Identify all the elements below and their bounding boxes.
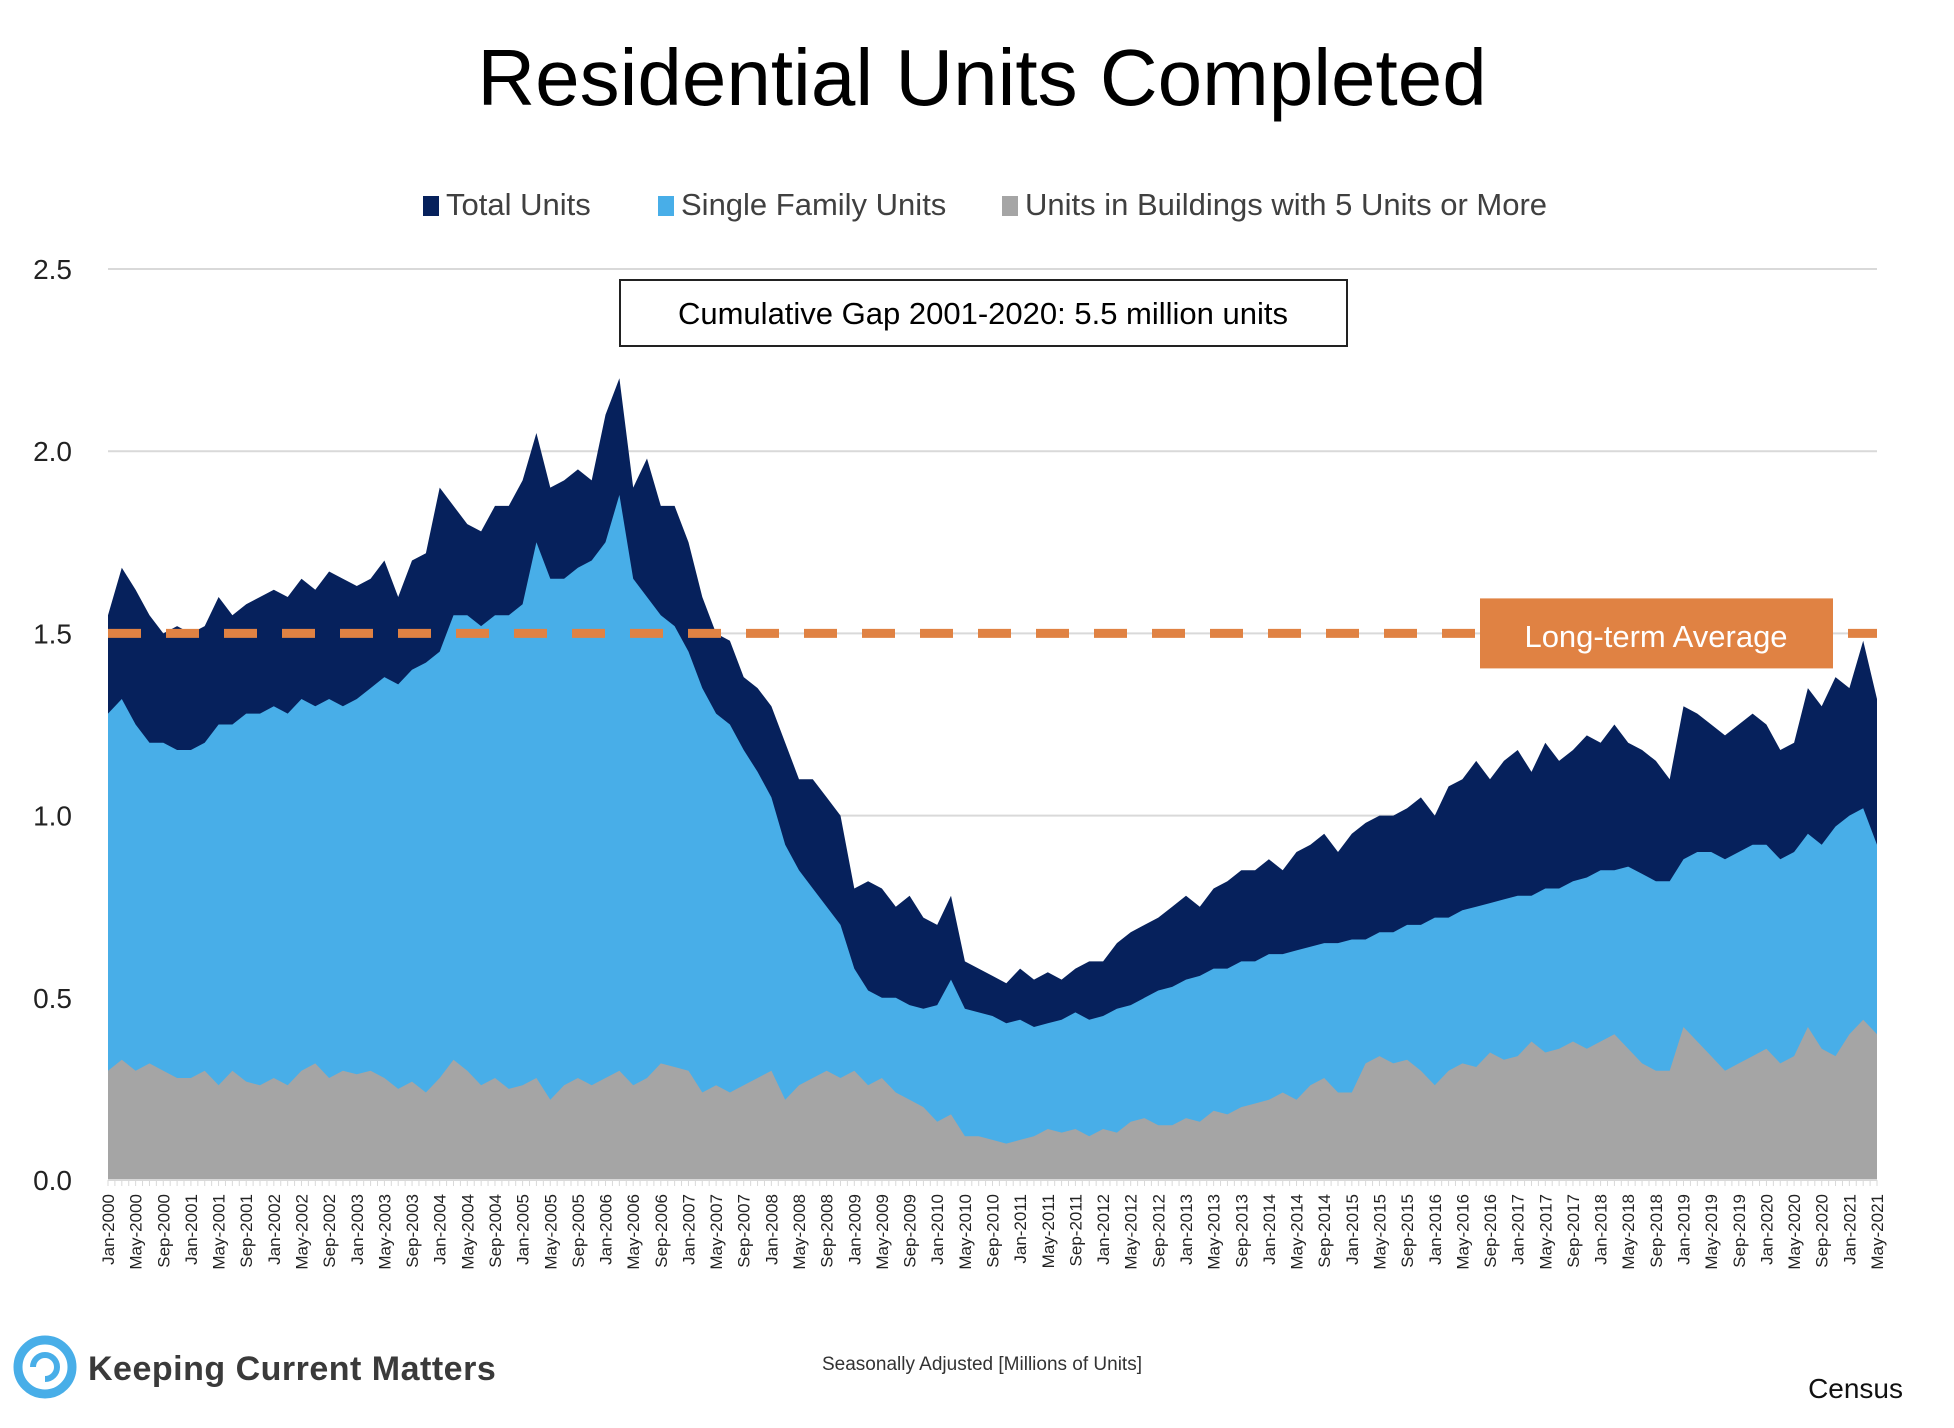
x-tick-label: May-2010 [956, 1194, 975, 1270]
x-tick-label: May-2012 [1122, 1194, 1141, 1270]
legend-label: Units in Buildings with 5 Units or More [1025, 187, 1547, 222]
x-tick-label: Jan-2020 [1757, 1194, 1776, 1265]
x-tick-label: May-2019 [1702, 1194, 1721, 1270]
x-tick-label: May-2006 [624, 1194, 643, 1270]
x-tick-label: Jan-2000 [99, 1194, 118, 1265]
x-tick-label: May-2000 [127, 1194, 146, 1270]
swirl-logo-icon [13, 1335, 77, 1399]
x-tick-label: Jan-2001 [182, 1194, 201, 1265]
x-tick-label: Sep-2012 [1149, 1194, 1168, 1268]
x-tick-label: May-2007 [707, 1194, 726, 1270]
x-tick-label: Jan-2004 [431, 1194, 450, 1265]
x-tick-label: May-2014 [1288, 1194, 1307, 1270]
x-tick-label: May-2021 [1868, 1194, 1887, 1270]
annotation-box [619, 279, 1348, 347]
y-tick-label: 1.0 [33, 801, 72, 832]
brand-logo: Keeping Current Matters [13, 1335, 496, 1399]
x-tick-label: Jan-2016 [1426, 1194, 1445, 1265]
legend-swatch [1002, 196, 1018, 216]
x-tick-label: Sep-2017 [1564, 1194, 1583, 1268]
brand-name: Keeping Current Matters [88, 1350, 496, 1388]
x-tick-label: Jan-2011 [1011, 1194, 1030, 1264]
x-tick-label: May-2005 [541, 1194, 560, 1270]
x-tick-label: May-2011 [1039, 1194, 1058, 1268]
x-tick-label: May-2013 [1205, 1194, 1224, 1270]
cumulative-gap-annotation: Cumulative Gap 2001-2020: 5.5 million un… [619, 279, 1348, 347]
x-tick-label: Sep-2004 [486, 1194, 505, 1268]
x-tick-label: Jan-2005 [514, 1194, 533, 1265]
x-tick-label: May-2002 [293, 1194, 312, 1270]
x-tick-label: Sep-2007 [735, 1194, 754, 1268]
y-tick-label: 2.5 [33, 254, 72, 285]
x-tick-label: Jan-2002 [265, 1194, 284, 1265]
legend-label: Single Family Units [681, 187, 946, 222]
x-tick-label: Jan-2007 [680, 1194, 699, 1265]
legend-item: Units in Buildings with 5 Units or More [1002, 187, 1547, 222]
x-tick-label: May-2015 [1371, 1194, 1390, 1270]
x-tick-label: Jan-2014 [1260, 1194, 1279, 1265]
legend-item: Single Family Units [658, 187, 946, 222]
x-tick-label: Jan-2019 [1675, 1194, 1694, 1265]
x-tick-label: May-2016 [1453, 1194, 1472, 1270]
x-tick-label: Sep-2011 [1066, 1194, 1085, 1266]
x-tick-label: Jan-2010 [928, 1194, 947, 1265]
legend-label: Total Units [446, 187, 591, 222]
x-tick-label: Sep-2009 [901, 1194, 920, 1268]
x-tick-label: Jan-2018 [1592, 1194, 1611, 1265]
y-tick-label: 0.5 [33, 983, 72, 1014]
average-label-box [1480, 598, 1833, 669]
x-tick-label: May-2001 [210, 1194, 229, 1270]
x-tick-label: Sep-2016 [1481, 1194, 1500, 1268]
x-tick-label: May-2008 [790, 1194, 809, 1270]
annotation-text: Cumulative Gap 2001-2020: 5.5 million un… [678, 296, 1288, 331]
x-tick-label: Sep-2003 [403, 1194, 422, 1268]
x-tick-label: Jan-2006 [597, 1194, 616, 1265]
x-tick-label: May-2020 [1785, 1194, 1804, 1270]
legend-item: Total Units [423, 187, 591, 222]
x-tick-label: Sep-2010 [984, 1194, 1003, 1268]
source-label: Census [1808, 1373, 1903, 1404]
x-tick-label: May-2004 [458, 1194, 477, 1270]
x-tick-label: Sep-2018 [1647, 1194, 1666, 1268]
y-axis: 0.0 0.5 1.0 1.5 2.0 2.5 [33, 254, 72, 1196]
area-units-in-buildings-with-5-units-or-more [108, 1019, 1877, 1180]
x-tick-label: Sep-2000 [154, 1194, 173, 1268]
x-tick-label: Sep-2001 [237, 1194, 256, 1268]
x-tick-label: May-2009 [873, 1194, 892, 1270]
x-axis: Jan-2000 May-2000 Sep-2000 Jan-2001 May-2001… [99, 1179, 1887, 1270]
x-tick-label: Jan-2017 [1509, 1194, 1528, 1265]
legend-swatch [658, 196, 674, 216]
x-tick-label: Sep-2002 [320, 1194, 339, 1268]
x-tick-label: Sep-2006 [652, 1194, 671, 1268]
y-tick-label: 0.0 [33, 1165, 72, 1196]
x-tick-label: May-2018 [1619, 1194, 1638, 1270]
long-term-average-label: Long-term Average [1480, 598, 1833, 669]
x-tick-label: Sep-2013 [1232, 1194, 1251, 1268]
x-tick-label: Jan-2003 [348, 1194, 367, 1265]
x-tick-label: Sep-2005 [569, 1194, 588, 1268]
x-tick-label: Jan-2009 [845, 1194, 864, 1265]
legend-swatch [423, 196, 439, 216]
legend: Total Units Single Family Units Units in B… [423, 187, 1547, 222]
plot-area [108, 378, 1877, 1180]
x-tick-label: Jan-2015 [1343, 1194, 1362, 1265]
x-tick-label: Sep-2015 [1398, 1194, 1417, 1268]
average-label-text: Long-term Average [1524, 619, 1787, 654]
area-single-family-units [108, 494, 1877, 1180]
x-tick-label: May-2003 [375, 1194, 394, 1270]
x-tick-label: Jan-2012 [1094, 1194, 1113, 1265]
x-tick-label: Sep-2008 [818, 1194, 837, 1268]
x-tick-label: Sep-2020 [1813, 1194, 1832, 1268]
x-tick-label: Sep-2019 [1730, 1194, 1749, 1268]
chart-title: Residential Units Completed [477, 33, 1486, 122]
x-tick-label: Sep-2014 [1315, 1194, 1334, 1268]
x-tick-label: Jan-2008 [762, 1194, 781, 1265]
units-note: Seasonally Adjusted [Millions of Units] [822, 1354, 1142, 1375]
x-tick-label: Jan-2013 [1177, 1194, 1196, 1265]
x-tick-label: May-2017 [1536, 1194, 1555, 1270]
y-tick-label: 1.5 [33, 618, 72, 649]
y-tick-label: 2.0 [33, 436, 72, 467]
x-tick-label: Jan-2021 [1840, 1194, 1859, 1265]
